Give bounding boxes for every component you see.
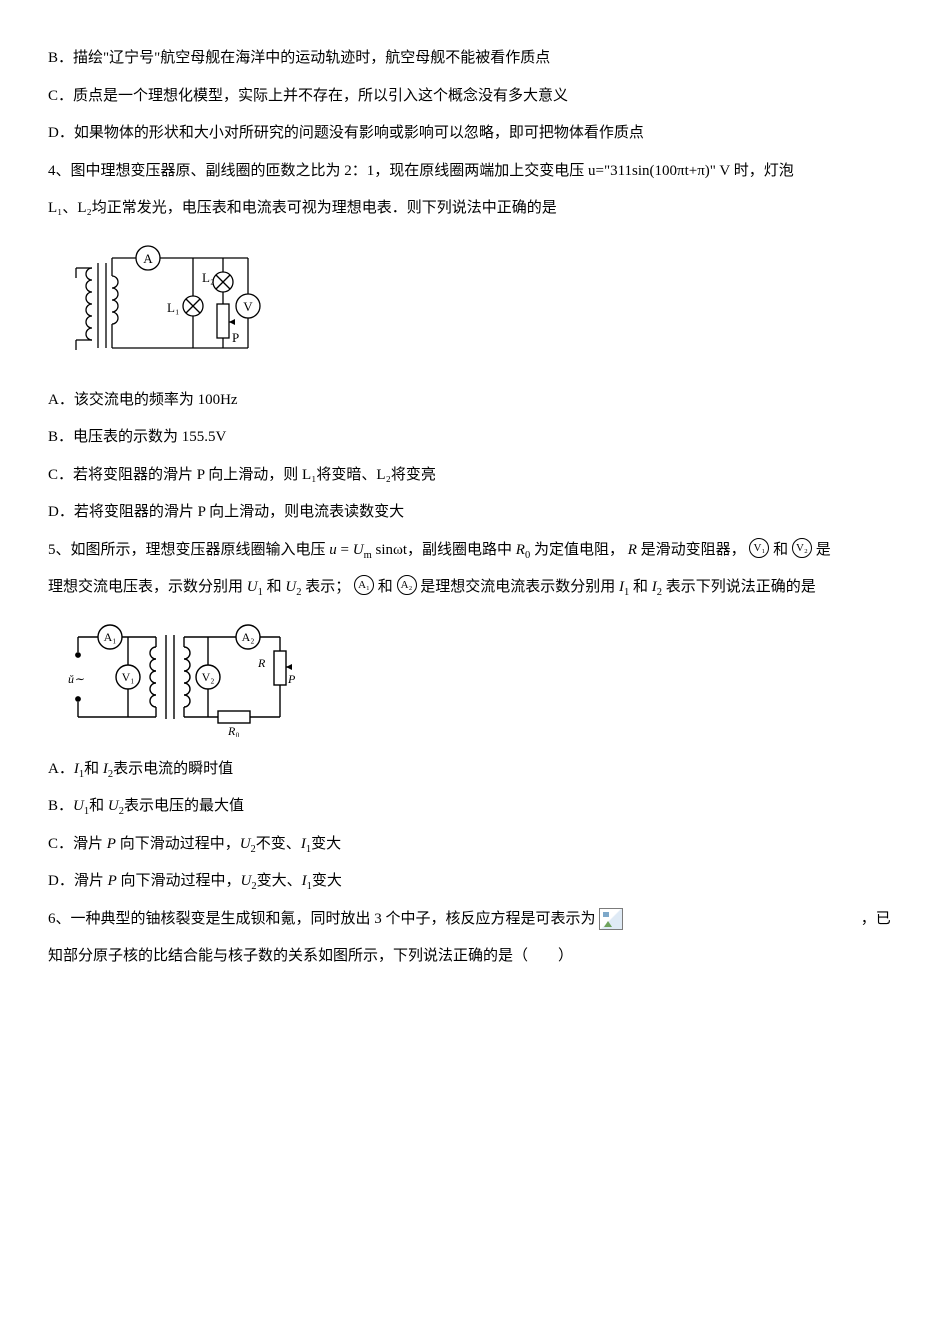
txt: B． xyxy=(48,798,73,814)
m-sub: m xyxy=(364,550,372,561)
txt: 5、如图所示，理想变压器原线圈输入电压 xyxy=(48,542,329,558)
txt: 表示； xyxy=(305,579,350,595)
txt: 6、一种典型的铀核裂变是生成钡和氪，同时放出 3 个中子，核反应方程是可表示为 xyxy=(48,911,596,927)
ammeter-label: A xyxy=(143,251,153,266)
R0-sym: R xyxy=(516,542,525,558)
q4-figure: A V L₂ L₁ P xyxy=(48,238,902,368)
u-sym: U xyxy=(73,798,84,814)
txt: = xyxy=(341,542,353,558)
v2-icon: V₂ xyxy=(792,538,812,558)
U2-sym: U xyxy=(285,579,296,595)
txt: C．滑片 xyxy=(48,836,107,852)
txt: 表示下列说法正确的是 xyxy=(666,579,816,595)
u-sym: U xyxy=(240,836,251,852)
broken-image-icon xyxy=(599,908,623,930)
q4-stem-line2: L₁、L₂均正常发光，电压表和电流表可视为理想电表．则下列说法中正确的是 xyxy=(48,190,902,228)
q5-stem-line1: 5、如图所示，理想变压器原线圈输入电压 u = Um sinωt，副线圈电路中 … xyxy=(48,532,902,570)
a2-icon: A₂ xyxy=(397,575,417,595)
txt: sinωt，副线圈电路中 xyxy=(376,542,516,558)
q4-opt-A: A．该交流电的频率为 100Hz xyxy=(48,382,902,420)
txt: 和 xyxy=(89,798,108,814)
sub1b: 1 xyxy=(624,587,629,598)
U1-sym: U xyxy=(247,579,258,595)
q4-stem-line1: 4、图中理想变压器原、副线圈的匝数之比为 2：1，现在原线圈两端加上交变电压 u… xyxy=(48,153,902,191)
txt: D．滑片 xyxy=(48,873,108,889)
q5-opt-A: A．I1和 I2表示电流的瞬时值 xyxy=(48,751,902,789)
u-sym: U xyxy=(241,873,252,889)
txt: 是理想交流电流表示数分别用 xyxy=(420,579,619,595)
sub2: 2 xyxy=(296,587,301,598)
a2-label: A₂ xyxy=(242,630,255,644)
txt: 不变、 xyxy=(256,836,301,852)
q5-stem-line2: 理想交流电压表，示数分别用 U1 和 U2 表示； A₁ 和 A₂ 是理想交流电… xyxy=(48,569,902,607)
q6-stem-line1: 6、一种典型的铀核裂变是生成钡和氪，同时放出 3 个中子，核反应方程是可表示为 … xyxy=(48,901,902,939)
txt: 表示电压的最大值 xyxy=(124,798,244,814)
txt: 向下滑动过程中， xyxy=(116,836,240,852)
u-label: ǔ∼ xyxy=(68,672,84,686)
q4-opt-C: C．若将变阻器的滑片 P 向上滑动，则 L₁将变暗、L₂将变亮 xyxy=(48,457,902,495)
txt: 变大 xyxy=(312,873,342,889)
p-label: P xyxy=(232,330,239,345)
voltmeter-label: V xyxy=(243,299,253,314)
R-sym: R xyxy=(628,542,637,558)
q5-figure: A₁ A₂ V₁ V₂ R R₀ P ǔ∼ xyxy=(48,617,902,737)
txt: 向下滑动过程中， xyxy=(117,873,241,889)
a1-icon: A₁ xyxy=(354,575,374,595)
q5-circuit-svg: A₁ A₂ V₁ V₂ R R₀ P ǔ∼ xyxy=(48,617,298,737)
txt: 和 xyxy=(378,579,393,595)
v1-label: V₁ xyxy=(122,670,135,684)
p-sym: P xyxy=(108,873,117,889)
txt: 是 xyxy=(816,542,831,558)
v2-label: V₂ xyxy=(202,670,215,684)
q4-opt-D: D．若将变阻器的滑片 P 向上滑动，则电流表读数变大 xyxy=(48,494,902,532)
txt: 理想交流电压表，示数分别用 xyxy=(48,579,247,595)
q5-opt-D: D．滑片 P 向下滑动过程中，U2变大、I1变大 xyxy=(48,863,902,901)
p-sym: P xyxy=(107,836,116,852)
sub1: 1 xyxy=(258,587,263,598)
q4-opt-B: B．电压表的示数为 155.5V xyxy=(48,419,902,457)
txt: 和 xyxy=(633,579,652,595)
opt-C: C．质点是一个理想化模型，实际上并不存在，所以引入这个概念没有多大意义 xyxy=(48,78,902,116)
u-sym: u xyxy=(329,542,337,558)
p2-label: P xyxy=(287,672,296,686)
r-label: R xyxy=(257,656,266,670)
q5-opt-B: B．U1和 U2表示电压的最大值 xyxy=(48,788,902,826)
l1-label: L₁ xyxy=(167,300,179,315)
v1-icon: V₁ xyxy=(749,538,769,558)
txt: 变大、 xyxy=(257,873,302,889)
txt: 和 xyxy=(84,761,103,777)
txt: A． xyxy=(48,761,74,777)
sub2b: 2 xyxy=(657,587,662,598)
q4-circuit-svg: A V L₂ L₁ P xyxy=(48,238,268,368)
opt-B: B．描绘"辽宁号"航空母舰在海洋中的运动轨迹时，航空母舰不能被看作质点 xyxy=(48,40,902,78)
txt: 和 xyxy=(267,579,286,595)
u-sym: U xyxy=(108,798,119,814)
txt: 是滑动变阻器， xyxy=(641,542,746,558)
txt: 为定值电阻， xyxy=(534,542,624,558)
txt: ，已 xyxy=(861,911,891,927)
zero-sub: 0 xyxy=(525,550,530,561)
a1-label: A₁ xyxy=(104,630,117,644)
txt: 变大 xyxy=(311,836,341,852)
U-sym: U xyxy=(353,542,364,558)
q5-opt-C: C．滑片 P 向下滑动过程中，U2不变、I1变大 xyxy=(48,826,902,864)
opt-D: D．如果物体的形状和大小对所研究的问题没有影响或影响可以忽略，即可把物体看作质点 xyxy=(48,115,902,153)
txt: 表示电流的瞬时值 xyxy=(113,761,233,777)
l2-label: L₂ xyxy=(202,270,214,285)
q6-stem-line2: 知部分原子核的比结合能与核子数的关系如图所示，下列说法正确的是（ ） xyxy=(48,938,902,976)
txt: 和 xyxy=(773,542,788,558)
r0-label: R₀ xyxy=(227,724,240,737)
